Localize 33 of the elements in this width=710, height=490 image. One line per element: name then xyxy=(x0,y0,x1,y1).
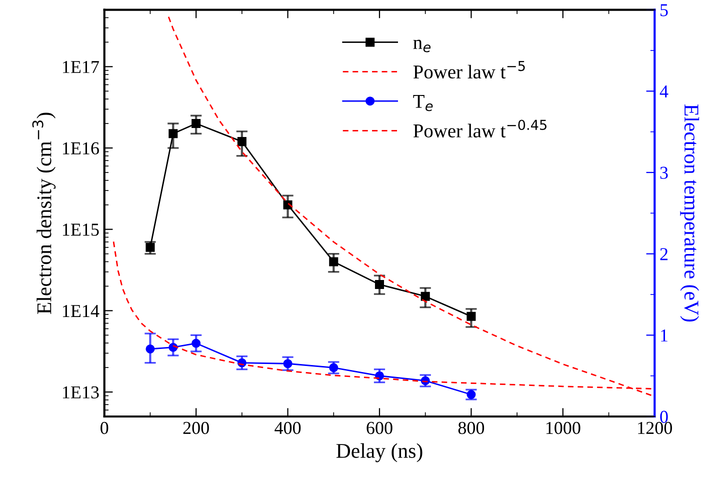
y2-tick-label: 4 xyxy=(660,86,668,98)
y-axis-title: Electron density (cm$^{−3}$) xyxy=(32,112,56,314)
y2-tick-label: 5 xyxy=(660,4,668,16)
y2-tick-label: 2 xyxy=(660,248,668,260)
point xyxy=(329,257,338,266)
legend-label: Power law t$^{−0.45}$ xyxy=(413,120,546,138)
point xyxy=(237,137,246,146)
point xyxy=(374,280,384,289)
point xyxy=(146,242,155,252)
x-tick-label: 800 xyxy=(458,422,484,434)
point xyxy=(420,292,430,301)
y-tick-label: 1E16 xyxy=(62,142,99,154)
point xyxy=(168,129,178,138)
x-tick-label: 400 xyxy=(274,422,301,434)
legend-label: Power law t$^{−5}$ xyxy=(413,60,525,79)
point xyxy=(466,312,476,321)
x-tick-label: 600 xyxy=(366,422,392,434)
y-tick-label: 1E14 xyxy=(62,305,100,317)
y-tick-label: 1E15 xyxy=(62,224,99,236)
y2-tick-label: 0 xyxy=(660,410,668,423)
x-tick-label: 1000 xyxy=(546,422,580,434)
x-axis-title: Delay (ns) xyxy=(336,443,422,462)
legend-label: T$_{e}$ xyxy=(413,95,433,112)
x-tick-label: 200 xyxy=(183,422,209,434)
point xyxy=(192,118,201,128)
y2-tick-label: 3 xyxy=(660,166,668,179)
y2-tick-label: 1 xyxy=(661,330,668,342)
y2-axis-title: Electron temperature (eV) xyxy=(680,104,700,322)
y-tick-label: 1E17 xyxy=(62,61,99,73)
legend-label: n$_{e}$ xyxy=(413,40,431,52)
x-tick-label: 1200 xyxy=(638,422,672,434)
x-tick-label: 0 xyxy=(100,422,108,434)
y-tick-label: 1E13 xyxy=(62,386,99,398)
